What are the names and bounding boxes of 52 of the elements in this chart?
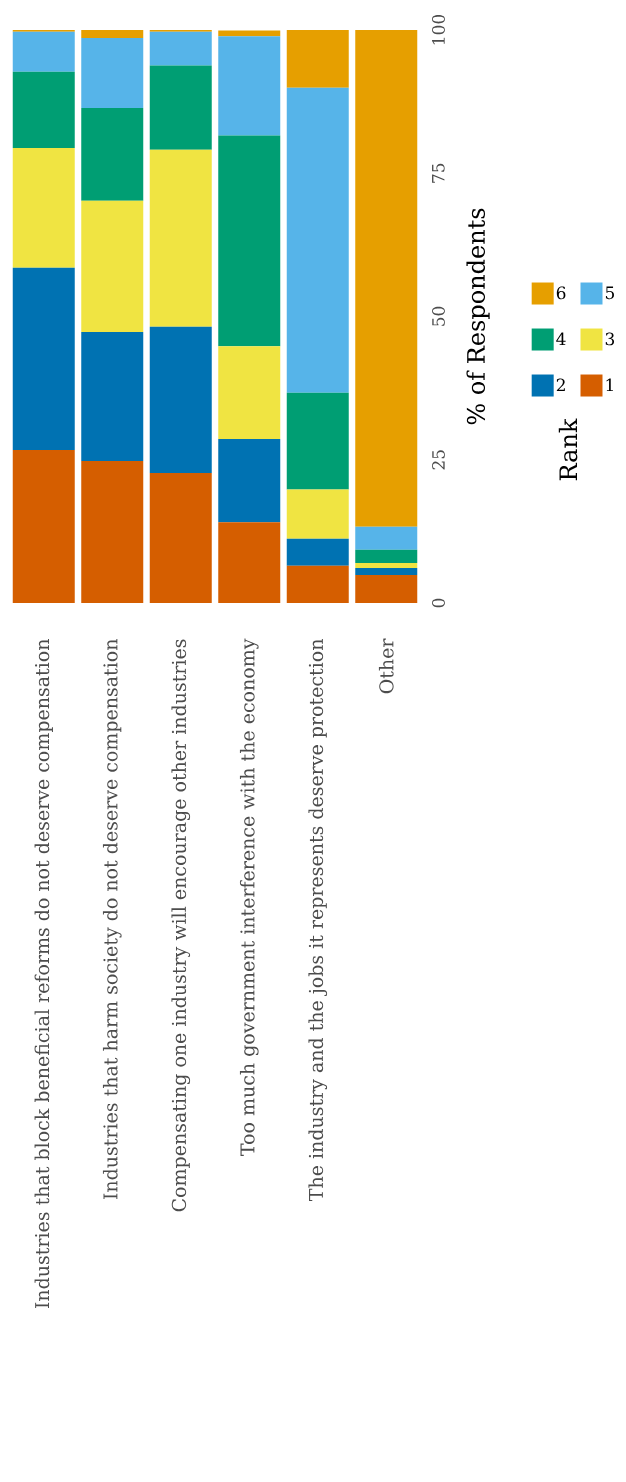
bar [286,392,349,490]
legend-label: 1 [606,378,613,392]
bar [355,549,418,563]
legend-label: 3 [605,332,615,346]
bar [355,526,418,550]
bar [149,326,212,473]
bar [355,568,418,575]
bar [218,522,281,603]
bar [218,346,281,440]
y-axis-title: % of Respondents [466,208,490,425]
legend-label: 5 [605,286,614,300]
x-tick-label: Industries that harm society do not deserve compensation [102,639,122,1200]
bar [12,71,75,149]
y-tick-label: 75 [432,163,445,183]
bar [81,331,144,461]
bar [218,135,281,347]
bar [81,460,144,603]
x-tick-label: Too much government interference with the economy [239,638,259,1156]
legend-label: 4 [556,332,566,346]
y-tick-label: 0 [432,598,445,608]
bar [355,562,418,569]
bar [286,87,349,393]
x-tick-label: Compensating one industry will encourage other industries [171,639,191,1212]
bar [355,574,418,603]
bar [355,29,418,527]
bar [12,450,75,603]
bar [81,29,144,39]
x-tick-label: Industries that block beneficial reforms do not deserve compensation [34,639,53,1309]
y-tick-label: 50 [432,306,445,326]
bar [286,538,349,566]
bar [149,31,212,66]
bar [218,439,281,523]
bar [81,200,144,332]
bar [286,489,349,539]
legend-title: Rank [558,418,578,481]
x-tick-label: The industry and the jobs it represents deserve protection [308,639,328,1202]
bar [12,267,75,450]
bar [149,472,212,603]
legend-label: 6 [556,286,566,300]
bar [81,107,144,201]
bar [12,148,75,268]
bar [149,149,212,327]
bar [12,31,75,72]
bar [286,29,349,88]
bar [149,65,212,150]
y-tick-label: 25 [432,450,445,470]
legend-label: 2 [556,378,565,392]
bar [286,565,349,603]
bar [218,36,281,136]
y-tick-label: 100 [432,14,445,45]
x-tick-label: Other [378,638,394,694]
bar [81,38,144,108]
